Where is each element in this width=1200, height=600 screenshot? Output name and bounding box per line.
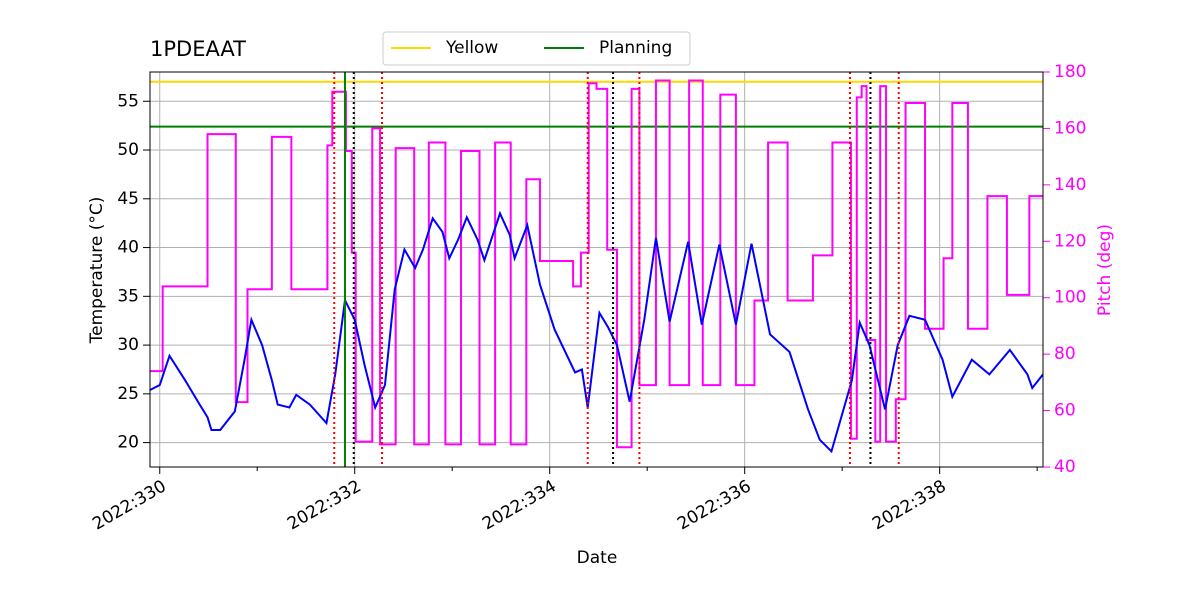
y-tick-label: 45: [117, 189, 139, 209]
y-tick-label: 50: [117, 140, 139, 160]
y2-tick-label: 140: [1054, 175, 1086, 195]
y2-tick-label: 160: [1054, 118, 1086, 138]
x-tick-label: 2022:336: [674, 476, 755, 534]
x-tick-label: 2022:330: [89, 476, 170, 534]
y2-tick-label: 40: [1054, 457, 1076, 477]
y2-tick-label: 120: [1054, 231, 1086, 251]
y-tick-label: 20: [117, 433, 139, 453]
y-tick-label: 35: [117, 286, 139, 306]
data-line: [150, 79, 1043, 449]
data-line: [150, 210, 1043, 454]
x-tick-label: 2022:338: [869, 476, 950, 534]
x-axis-label: Date: [577, 548, 618, 568]
legend-box: [382, 31, 691, 66]
x-tick-label: 2022:334: [479, 476, 560, 534]
x-tick-label: 2022:332: [284, 476, 365, 534]
y-tick-label: 25: [117, 384, 139, 404]
y-tick-label: 30: [117, 335, 139, 355]
y2-tick-label: 80: [1054, 344, 1076, 364]
legend-label: Yellow: [445, 38, 498, 58]
y-tick-label: 55: [117, 91, 139, 111]
y-axis-label: Temperature (°C): [87, 197, 107, 345]
y2-tick-label: 100: [1054, 288, 1086, 308]
y2-tick-label: 60: [1054, 401, 1076, 421]
plot-area: [150, 72, 1043, 467]
y2-axis-label: Pitch (deg): [1095, 224, 1115, 316]
legend-label: Planning: [599, 38, 672, 58]
chart-title: 1PDEAAT: [150, 37, 246, 61]
plot-frame: [149, 71, 1044, 468]
y-tick-label: 40: [117, 238, 139, 258]
y2-tick-label: 180: [1054, 62, 1086, 82]
